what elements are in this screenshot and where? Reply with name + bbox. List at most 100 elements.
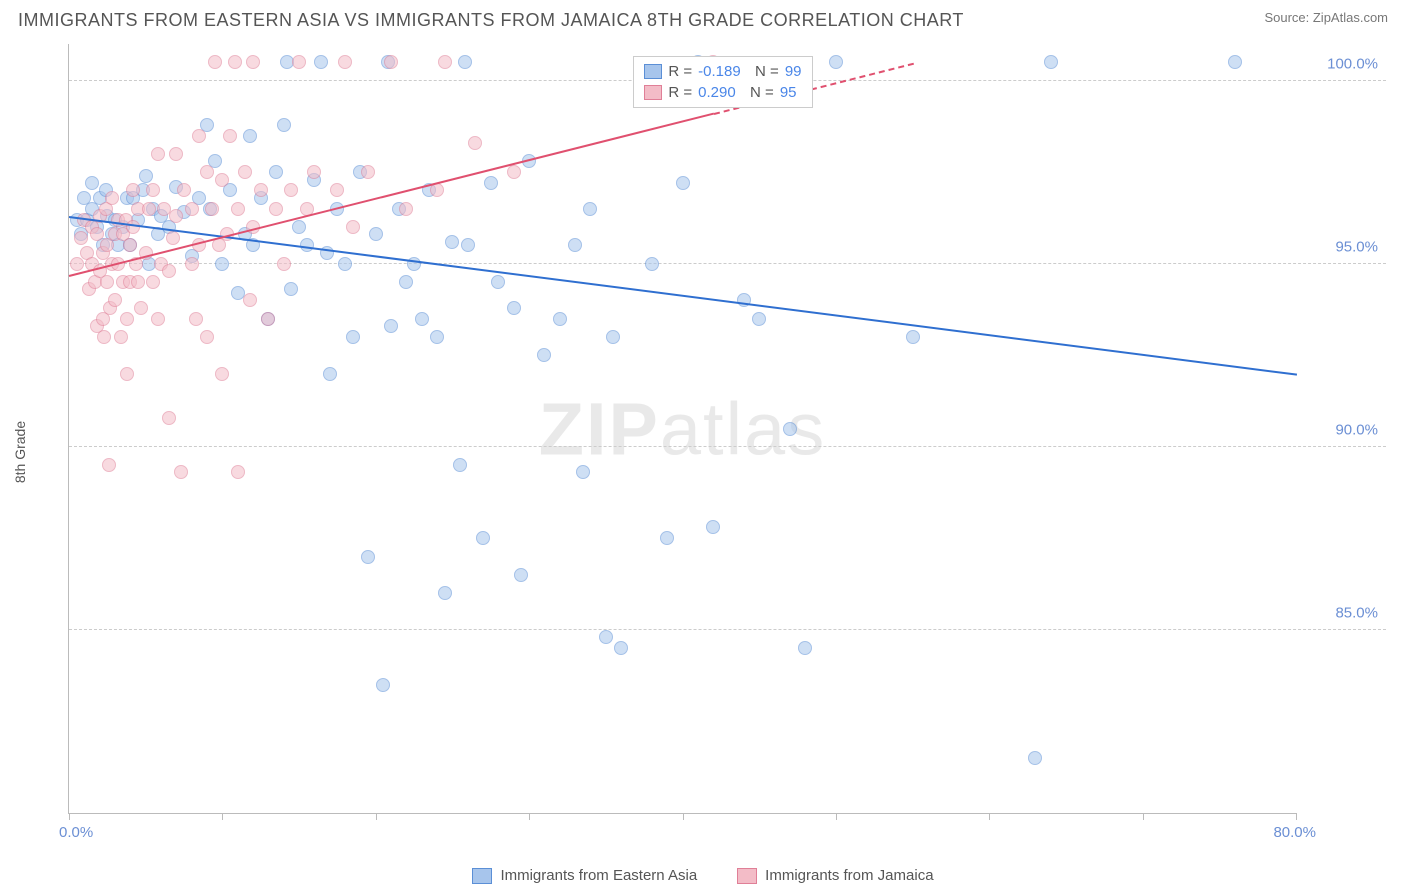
scatter-marker [284, 282, 298, 296]
scatter-marker [430, 330, 444, 344]
stat-r-value: 0.290 [698, 84, 736, 101]
scatter-marker [453, 458, 467, 472]
scatter-marker [277, 118, 291, 132]
scatter-marker [215, 367, 229, 381]
scatter-marker [583, 202, 597, 216]
scatter-marker [223, 129, 237, 143]
scatter-marker [146, 275, 160, 289]
scatter-marker [169, 209, 183, 223]
gridline-h [69, 263, 1386, 264]
scatter-marker [458, 55, 472, 69]
scatter-marker [568, 238, 582, 252]
scatter-marker [829, 55, 843, 69]
scatter-marker [151, 147, 165, 161]
x-tick [683, 813, 684, 820]
scatter-marker [90, 227, 104, 241]
x-tick [222, 813, 223, 820]
scatter-marker [231, 202, 245, 216]
scatter-marker [660, 531, 674, 545]
scatter-marker [292, 55, 306, 69]
plot-area: ZIPatlas 0.0% 80.0% 85.0%90.0%95.0%100.0… [68, 44, 1296, 814]
scatter-marker [139, 169, 153, 183]
scatter-marker [238, 165, 252, 179]
scatter-marker [166, 231, 180, 245]
scatter-marker [269, 202, 283, 216]
scatter-marker [215, 257, 229, 271]
scatter-marker [284, 183, 298, 197]
scatter-marker [415, 312, 429, 326]
scatter-marker [1044, 55, 1058, 69]
scatter-marker [142, 202, 156, 216]
scatter-marker [491, 275, 505, 289]
x-tick [529, 813, 530, 820]
scatter-marker [70, 257, 84, 271]
scatter-marker [507, 301, 521, 315]
scatter-marker [798, 641, 812, 655]
scatter-marker [208, 55, 222, 69]
scatter-marker [906, 330, 920, 344]
legend-swatch [737, 868, 757, 884]
scatter-marker [185, 202, 199, 216]
chart-title: IMMIGRANTS FROM EASTERN ASIA VS IMMIGRAN… [18, 10, 964, 31]
x-tick [1143, 813, 1144, 820]
scatter-marker [614, 641, 628, 655]
scatter-marker [114, 330, 128, 344]
scatter-marker [376, 678, 390, 692]
scatter-marker [645, 257, 659, 271]
scatter-marker [200, 165, 214, 179]
scatter-marker [177, 183, 191, 197]
scatter-marker [134, 301, 148, 315]
scatter-marker [100, 275, 114, 289]
scatter-marker [120, 312, 134, 326]
stat-r-value: -0.189 [698, 63, 741, 80]
scatter-marker [346, 220, 360, 234]
legend-swatch [644, 64, 662, 79]
scatter-marker [369, 227, 383, 241]
scatter-marker [85, 176, 99, 190]
stats-box: R = -0.189 N = 99 R = 0.290 N = 95 [633, 56, 812, 108]
scatter-marker [307, 165, 321, 179]
legend-item: Immigrants from Eastern Asia [472, 867, 697, 884]
x-tick-label-max: 80.0% [1273, 824, 1316, 841]
scatter-marker [314, 55, 328, 69]
legend-swatch [472, 868, 492, 884]
scatter-marker [126, 183, 140, 197]
y-tick-label: 95.0% [1335, 238, 1378, 255]
legend: Immigrants from Eastern Asia Immigrants f… [0, 867, 1406, 884]
stats-row: R = 0.290 N = 95 [644, 82, 801, 103]
stat-n-label: N = [747, 63, 779, 80]
scatter-marker [192, 129, 206, 143]
scatter-marker [185, 257, 199, 271]
scatter-marker [246, 55, 260, 69]
x-tick [989, 813, 990, 820]
scatter-marker [231, 465, 245, 479]
trend-line [69, 113, 714, 277]
scatter-marker [484, 176, 498, 190]
scatter-marker [384, 55, 398, 69]
scatter-marker [330, 183, 344, 197]
x-tick-label-min: 0.0% [59, 824, 93, 841]
scatter-marker [146, 183, 160, 197]
scatter-marker [131, 275, 145, 289]
scatter-marker [1228, 55, 1242, 69]
stat-n-value: 99 [785, 63, 802, 80]
scatter-marker [783, 422, 797, 436]
scatter-marker [123, 238, 137, 252]
scatter-marker [606, 330, 620, 344]
scatter-marker [399, 275, 413, 289]
scatter-marker [361, 165, 375, 179]
scatter-marker [468, 136, 482, 150]
scatter-marker [553, 312, 567, 326]
scatter-marker [151, 312, 165, 326]
legend-label: Immigrants from Jamaica [765, 867, 933, 884]
scatter-marker [752, 312, 766, 326]
stat-r-label: R = [668, 84, 692, 101]
x-tick [1296, 813, 1297, 820]
y-axis-label: 8th Grade [12, 421, 28, 483]
x-tick [376, 813, 377, 820]
scatter-marker [254, 183, 268, 197]
y-tick-label: 90.0% [1335, 421, 1378, 438]
gridline-h [69, 446, 1386, 447]
stat-n-value: 95 [780, 84, 797, 101]
x-tick [836, 813, 837, 820]
